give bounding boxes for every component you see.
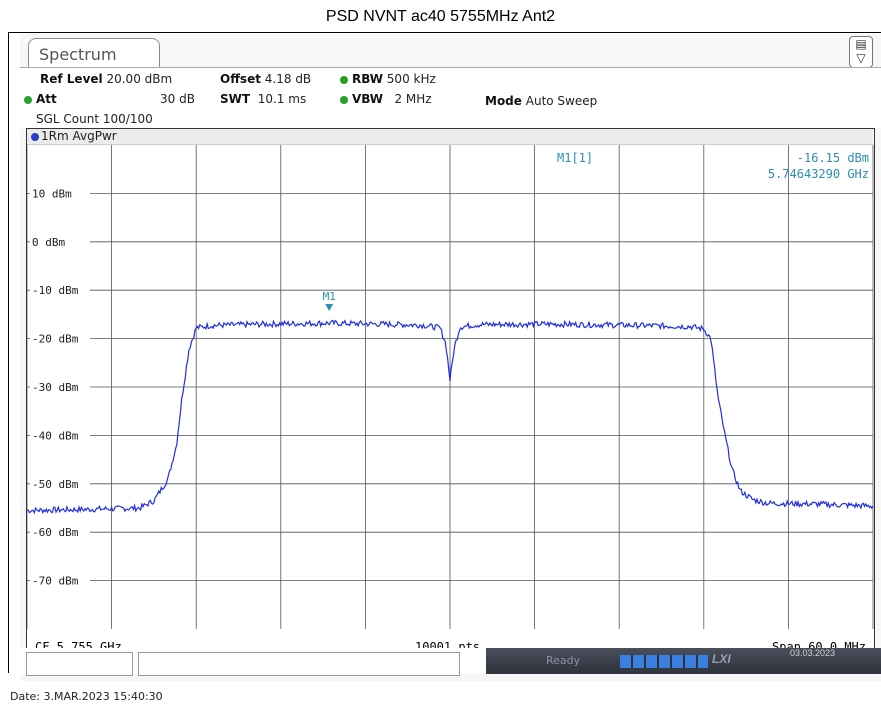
trace-dot-icon: [31, 132, 39, 141]
y-tick-label: -70 dBm: [32, 575, 79, 588]
y-tick-label: -50 dBm: [32, 478, 79, 491]
trace-line: [27, 319, 874, 515]
plot-frame[interactable]: 1Rm AvgPwr 10 dBm 0 dBm -10 dBm -20 dBm -30 …: [26, 128, 875, 640]
status-bar: Ready LXI 03.03.2023: [20, 648, 881, 676]
y-tick-label-bg: [30, 524, 90, 539]
marker-readout-level: -16.15 dBm: [797, 151, 869, 165]
window-title: PSD NVNT ac40 5755MHz Ant2: [325, 8, 556, 25]
marker-triangle-icon: [325, 303, 334, 311]
y-tick-label-bg: [30, 475, 90, 490]
y-tick-label-bg: [30, 233, 90, 248]
y-tick-label-bg: [30, 379, 90, 393]
vbw-value: 2 MHz: [394, 92, 432, 106]
y-tick-label: -10 dBm: [32, 284, 79, 297]
swt-label: SWT: [220, 92, 251, 106]
chart-grid: [27, 145, 874, 629]
trace-label: 1Rm AvgPwr: [41, 129, 117, 143]
y-tick-label: -40 dBm: [32, 429, 79, 442]
y-tick-label: -20 dBm: [32, 333, 79, 346]
att-value: 30 dB: [160, 92, 195, 106]
date-line: Date: 3.MAR.2023 15:40:30: [10, 690, 163, 703]
vbw-indicator-icon: [340, 95, 348, 104]
rbw: RBW 500 kHz: [340, 72, 436, 86]
mode-label: Mode: [485, 94, 522, 108]
ref-level-value: 20.00 dBm: [106, 72, 173, 86]
date-badge: 03.03.2023: [790, 648, 836, 658]
status-field-left[interactable]: [26, 652, 133, 676]
status-indicator-panel: Ready LXI 03.03.2023: [486, 648, 881, 674]
marker-readout-label: M1[1]: [557, 151, 593, 165]
vbw-label: VBW: [352, 92, 384, 106]
vbw: VBW 2 MHz: [340, 92, 432, 106]
swt: SWT 10.1 ms: [220, 92, 306, 106]
offset-label: Offset: [220, 72, 261, 86]
y-tick-label: -60 dBm: [32, 526, 79, 539]
y-tick-label: 10 dBm: [32, 187, 72, 200]
y-tick-label-bg: [30, 427, 90, 442]
swt-value: 10.1 ms: [257, 92, 307, 106]
att: Att: [24, 92, 57, 106]
y-tick-label-bg: [30, 330, 90, 345]
rbw-value: 500 kHz: [386, 72, 436, 86]
mode: Mode Auto Sweep: [485, 94, 597, 108]
rbw-label: RBW: [352, 72, 383, 86]
att-indicator-icon: [24, 95, 32, 104]
y-axis-ticks: 10 dBm 0 dBm -10 dBm -20 dBm -30 dBm -40 dBm -…: [30, 185, 90, 588]
y-tick-label-bg: [30, 185, 90, 200]
display-settings-icon[interactable]: ▤ ▽: [849, 36, 873, 68]
y-tick-label: -30 dBm: [32, 381, 79, 394]
status-field-message[interactable]: [138, 652, 460, 676]
ready-status: Ready: [546, 654, 581, 667]
spectrum-instrument: Spectrum ▤ ▽ Ref Level 20.00 dBm Offset 4…: [20, 34, 881, 681]
title-bar: PSD NVNT ac40 5755MHz Ant2: [0, 0, 881, 34]
ref-level: Ref Level 20.00 dBm: [40, 72, 172, 86]
marker-m1: M1: [323, 290, 336, 311]
settings-panel: Ref Level 20.00 dBm Offset 4.18 dB RBW 5…: [20, 67, 881, 128]
y-tick-label-bg: [30, 282, 90, 297]
rbw-indicator-icon: [340, 75, 348, 84]
marker-readout-frequency: 5.74643290 GHz: [768, 167, 869, 181]
marker-m1-label: M1: [323, 290, 336, 303]
outer-frame: [8, 32, 881, 673]
y-tick-label-bg: [30, 572, 90, 587]
offset-value: 4.18 dB: [264, 72, 312, 86]
progress-bar: [620, 655, 708, 668]
ref-level-label: Ref Level: [40, 72, 103, 86]
att-label: Att: [36, 92, 57, 106]
mode-value: Auto Sweep: [525, 94, 598, 108]
tab-spectrum[interactable]: Spectrum: [28, 38, 160, 69]
lxi-logo-icon: LXI: [712, 652, 731, 666]
spectrum-chart: 10 dBm 0 dBm -10 dBm -20 dBm -30 dBm -40 dBm -…: [27, 145, 874, 629]
y-tick-label: 0 dBm: [32, 236, 65, 249]
tab-spectrum-label: Spectrum: [39, 45, 117, 64]
offset: Offset 4.18 dB: [220, 72, 311, 86]
trace-label-bar: 1Rm AvgPwr: [27, 129, 873, 145]
sgl-count: SGL Count 100/100: [36, 112, 153, 126]
